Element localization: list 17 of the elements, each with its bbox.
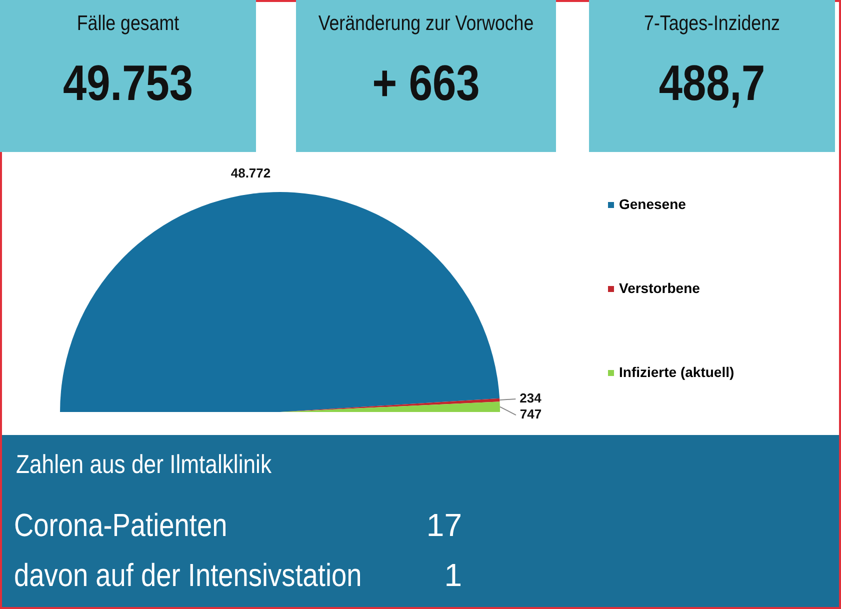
- text: Corona-Patienten: [14, 507, 228, 544]
- text: + 663: [371, 54, 481, 112]
- text: 1: [443, 557, 462, 594]
- text: 49.753: [62, 54, 194, 112]
- legend-label: Genesene: [619, 196, 686, 212]
- legend-label: Verstorbene: [619, 280, 700, 296]
- text: 7-Tages-Inzidenz: [643, 12, 781, 36]
- data-label: 234: [520, 390, 542, 406]
- data-label: 48.772: [230, 166, 271, 181]
- text: Fälle gesamt: [76, 12, 180, 36]
- text: 488,7: [658, 54, 766, 112]
- text: davon auf der Intensivstation: [14, 557, 362, 594]
- text: Veränderung zur Vorwoche: [317, 12, 535, 36]
- legend-label: Infizierte (aktuell): [619, 364, 734, 380]
- text: Zahlen aus der Ilmtalklinik: [16, 449, 272, 480]
- text: 17: [425, 507, 462, 544]
- data-label: 747: [520, 406, 542, 422]
